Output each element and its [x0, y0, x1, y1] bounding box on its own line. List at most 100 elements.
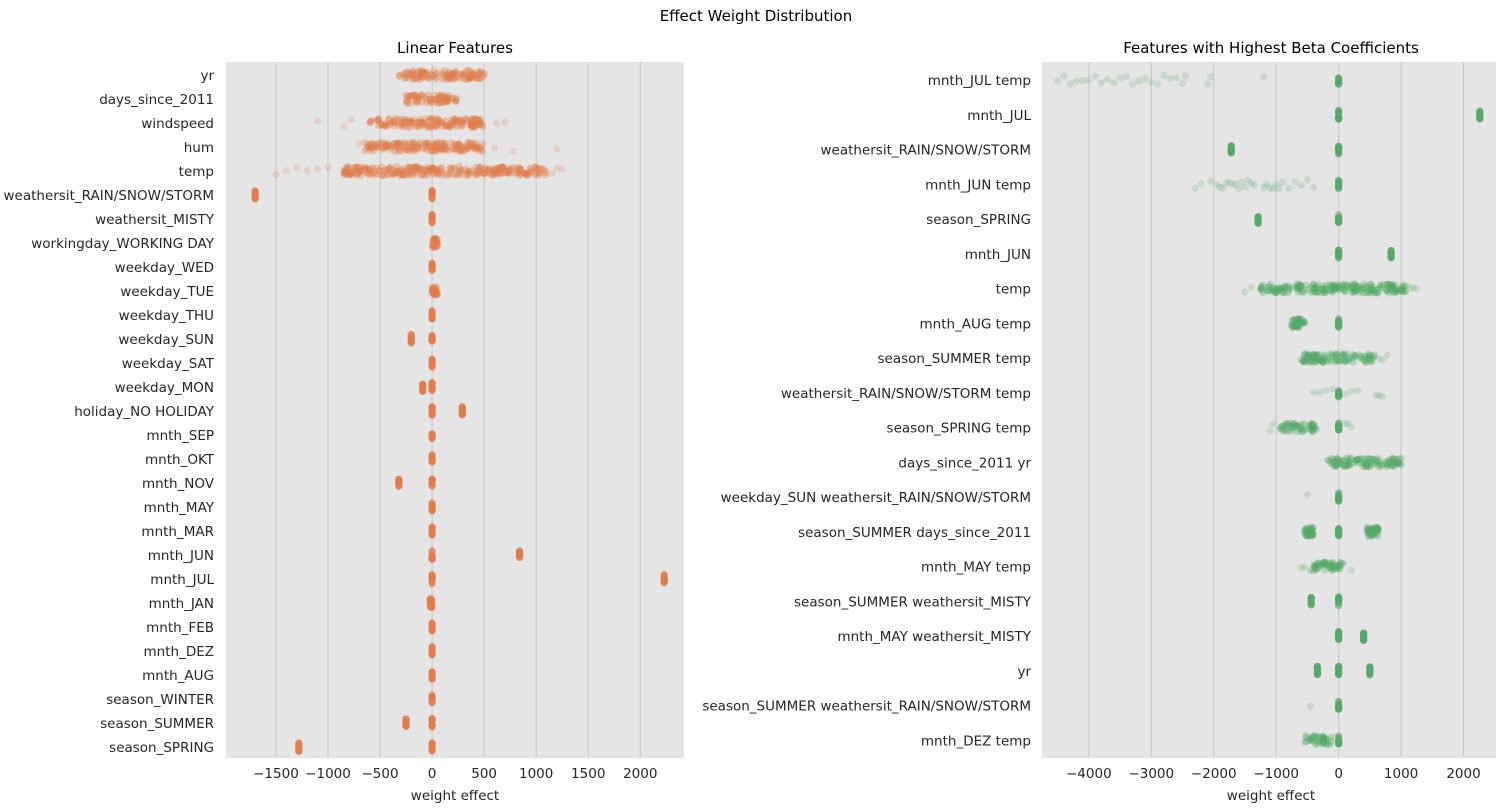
right-data-point	[1293, 281, 1301, 289]
left-data-point	[427, 123, 435, 131]
right-data-point	[1328, 282, 1337, 291]
left-data-point	[404, 171, 412, 179]
left-data-point	[251, 191, 259, 199]
right-data-point	[1266, 280, 1275, 288]
right-data-point	[1324, 561, 1333, 569]
right-data-point	[1344, 461, 1352, 470]
left-data-point	[343, 164, 351, 172]
left-category-label: mnth_JAN	[149, 596, 214, 612]
right-data-point	[1314, 281, 1322, 289]
right-data-point	[1366, 351, 1374, 360]
left-data-point	[412, 163, 420, 171]
right-category-label: season_SUMMER days_since_2011	[798, 525, 1031, 541]
left-data-point	[421, 73, 430, 81]
right-data-point	[1359, 459, 1367, 467]
right-data-point	[1298, 315, 1306, 324]
left-data-point	[406, 92, 414, 100]
left-data-point	[364, 170, 372, 179]
right-data-point	[1316, 388, 1324, 396]
left-data-point	[488, 166, 496, 174]
right-data-point	[1369, 286, 1377, 294]
left-data-point	[404, 93, 412, 102]
left-data-point	[443, 169, 451, 178]
left-data-point	[432, 75, 440, 83]
right-data-point	[1320, 735, 1328, 743]
left-data-point	[426, 603, 434, 611]
left-data-point	[409, 91, 417, 99]
right-data-point	[1308, 353, 1316, 361]
left-data-point	[414, 144, 422, 153]
right-data-point	[1355, 455, 1364, 464]
right-data-point	[1287, 321, 1295, 329]
left-data-point	[360, 139, 369, 147]
right-data-point	[1311, 284, 1319, 293]
right-data-point	[1322, 281, 1330, 290]
left-data-point	[479, 140, 487, 148]
left-data-point	[481, 165, 489, 174]
right-data-point	[1351, 288, 1360, 296]
left-data-point	[341, 169, 349, 177]
left-data-point	[382, 141, 390, 149]
right-data-point	[1302, 350, 1310, 358]
left-data-point	[444, 98, 452, 106]
left-data-point	[417, 69, 425, 77]
right-data-point	[1350, 280, 1358, 288]
left-data-point	[504, 168, 512, 177]
left-data-point	[398, 71, 407, 79]
left-data-point	[445, 71, 454, 79]
right-data-point	[1367, 358, 1375, 366]
left-data-point	[548, 169, 556, 177]
right-data-point	[1312, 283, 1320, 291]
left-data-point	[475, 146, 483, 155]
left-data-point	[410, 166, 419, 174]
right-data-point	[1316, 356, 1324, 364]
left-data-point	[429, 240, 437, 249]
left-data-point	[453, 117, 461, 125]
left-data-point	[428, 334, 436, 342]
left-data-point	[451, 67, 460, 75]
right-data-point	[1322, 286, 1330, 294]
right-data-point	[1332, 350, 1340, 358]
right-data-point	[1380, 458, 1389, 466]
left-data-point	[468, 69, 476, 78]
left-data-point	[418, 171, 426, 179]
right-data-point	[1390, 283, 1398, 291]
left-data-point	[558, 165, 566, 173]
left-data-point	[400, 74, 409, 83]
left-data-point	[429, 242, 437, 250]
left-data-point	[428, 307, 436, 315]
left-data-point	[430, 283, 438, 292]
left-data-point	[429, 236, 438, 244]
left-data-point	[494, 165, 503, 173]
right-data-point	[1299, 358, 1307, 366]
right-data-point	[1375, 462, 1383, 471]
right-data-point	[1324, 561, 1332, 569]
right-data-point	[1364, 459, 1372, 468]
left-data-point	[419, 70, 427, 78]
right-data-point	[1347, 423, 1355, 431]
left-data-point	[419, 387, 427, 395]
left-data-point	[465, 171, 473, 179]
left-data-point	[400, 115, 408, 123]
left-data-point	[492, 164, 500, 172]
right-data-point	[1365, 532, 1373, 540]
right-data-point	[1278, 288, 1287, 296]
left-data-point	[385, 116, 393, 124]
left-data-point	[457, 70, 465, 78]
left-data-point	[427, 603, 436, 611]
right-data-point	[1309, 420, 1317, 428]
left-data-point	[498, 163, 506, 171]
right-data-point	[1310, 286, 1318, 294]
left-data-point	[427, 602, 435, 610]
right-data-point	[1340, 351, 1348, 359]
left-data-point	[410, 71, 418, 79]
left-data-point	[362, 164, 370, 172]
right-data-point	[1332, 462, 1341, 470]
left-data-point	[476, 163, 484, 171]
left-data-point	[471, 115, 480, 123]
right-data-point	[1372, 523, 1380, 531]
right-x-tick-label: −1000	[1253, 766, 1299, 782]
left-data-point	[431, 239, 439, 248]
left-data-point	[476, 68, 484, 76]
right-data-point	[1328, 559, 1336, 568]
